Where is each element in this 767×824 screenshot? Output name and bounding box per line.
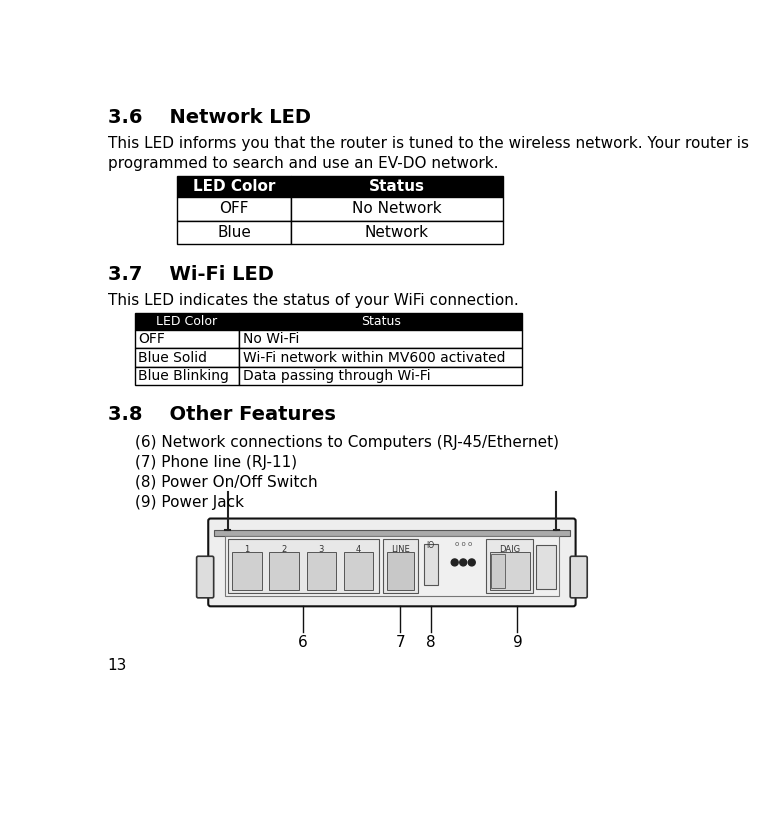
Bar xyxy=(239,313,522,330)
Text: LED Color: LED Color xyxy=(193,179,275,194)
Bar xyxy=(135,313,239,330)
Text: Status: Status xyxy=(360,315,400,328)
Bar xyxy=(214,530,570,536)
FancyBboxPatch shape xyxy=(209,518,575,606)
Text: LED Color: LED Color xyxy=(156,315,218,328)
Text: (7) Phone line (RJ-11): (7) Phone line (RJ-11) xyxy=(135,455,297,470)
Text: LINE: LINE xyxy=(391,545,410,555)
Text: Network: Network xyxy=(365,225,429,240)
Circle shape xyxy=(420,633,441,653)
Text: 8: 8 xyxy=(426,635,436,650)
Bar xyxy=(384,540,417,593)
Text: 3.8    Other Features: 3.8 Other Features xyxy=(107,405,335,424)
Text: No Network: No Network xyxy=(352,202,442,217)
Bar xyxy=(307,551,336,590)
Bar xyxy=(135,349,239,367)
Circle shape xyxy=(469,559,476,566)
Text: 2: 2 xyxy=(281,545,287,555)
Bar xyxy=(491,554,505,588)
Bar xyxy=(135,367,239,386)
Text: 13: 13 xyxy=(107,658,127,673)
Bar xyxy=(387,551,414,590)
Text: IO: IO xyxy=(426,541,435,550)
Text: 3.6    Network LED: 3.6 Network LED xyxy=(107,108,311,127)
Bar xyxy=(291,176,502,198)
Bar xyxy=(486,540,533,593)
Text: (8) Power On/Off Switch: (8) Power On/Off Switch xyxy=(135,475,318,489)
Text: (6) Network connections to Computers (RJ-45/Ethernet): (6) Network connections to Computers (RJ… xyxy=(135,434,558,450)
Text: No Wi-Fi: No Wi-Fi xyxy=(243,332,299,346)
Circle shape xyxy=(451,559,458,566)
Bar xyxy=(177,198,291,221)
Text: 1: 1 xyxy=(245,545,249,555)
Text: OFF: OFF xyxy=(139,332,166,346)
Bar xyxy=(239,330,522,349)
Text: o o o: o o o xyxy=(455,541,472,547)
Text: Blue Solid: Blue Solid xyxy=(139,350,208,364)
Text: (9) Power Jack: (9) Power Jack xyxy=(135,494,244,510)
Bar xyxy=(291,198,502,221)
Text: 7: 7 xyxy=(396,635,405,650)
Bar xyxy=(177,176,291,198)
Bar xyxy=(269,551,299,590)
Bar xyxy=(423,544,438,585)
Text: Data passing through Wi-Fi: Data passing through Wi-Fi xyxy=(243,369,431,383)
Circle shape xyxy=(390,633,410,653)
Text: This LED informs you that the router is tuned to the wireless network. Your rout: This LED informs you that the router is … xyxy=(107,136,749,171)
Bar xyxy=(177,221,291,244)
Circle shape xyxy=(459,559,466,566)
Text: DAIG: DAIG xyxy=(499,545,520,554)
Bar xyxy=(536,545,556,588)
Bar xyxy=(344,551,374,590)
Bar xyxy=(489,551,530,590)
Bar xyxy=(232,551,262,590)
Bar xyxy=(291,221,502,244)
Text: OFF: OFF xyxy=(219,202,249,217)
Text: This LED indicates the status of your WiFi connection.: This LED indicates the status of your Wi… xyxy=(107,293,518,308)
Text: Blue: Blue xyxy=(217,225,251,240)
Bar xyxy=(228,540,379,593)
Bar xyxy=(225,536,559,597)
Circle shape xyxy=(293,633,313,653)
Text: 3.7    Wi-Fi LED: 3.7 Wi-Fi LED xyxy=(107,265,273,284)
Bar xyxy=(239,349,522,367)
Bar xyxy=(239,367,522,386)
Bar xyxy=(135,330,239,349)
Text: Blue Blinking: Blue Blinking xyxy=(139,369,229,383)
FancyBboxPatch shape xyxy=(570,556,588,598)
Text: 3: 3 xyxy=(319,545,324,555)
Text: 9: 9 xyxy=(512,635,522,650)
Text: 6: 6 xyxy=(298,635,308,650)
Text: Wi-Fi network within MV600 activated: Wi-Fi network within MV600 activated xyxy=(243,350,505,364)
Text: Status: Status xyxy=(369,179,425,194)
Text: 4: 4 xyxy=(356,545,361,555)
Circle shape xyxy=(508,633,528,653)
FancyBboxPatch shape xyxy=(196,556,214,598)
